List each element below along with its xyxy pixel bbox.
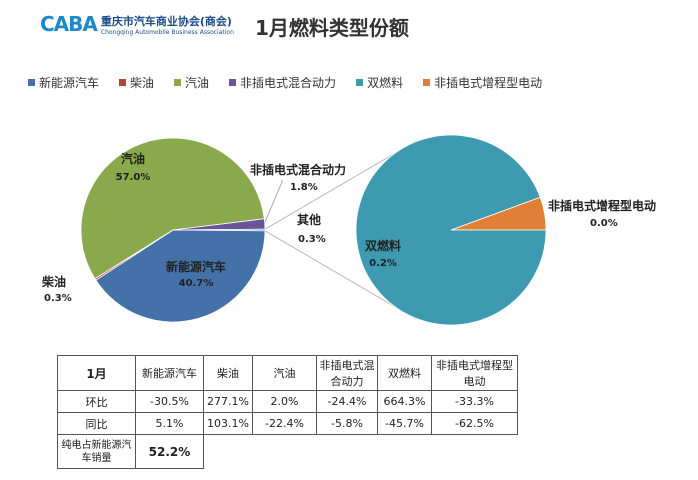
legend-item-gasoline: 汽油: [174, 74, 209, 91]
legend-item-dual: 双燃料: [356, 74, 403, 91]
label-other-name: 其他: [297, 212, 321, 227]
header: CABA 重庆市汽车商业协会(商会) Chongqing Automobile …: [0, 0, 698, 45]
label-nev-name: 新能源汽车: [166, 259, 226, 274]
slice-gasoline: [80, 137, 265, 280]
label-diesel-name: 柴油: [41, 274, 66, 289]
table-footer-value: 52.2%: [135, 434, 204, 469]
legend-item-nev: 新能源汽车: [28, 74, 99, 91]
table-cell: 664.3%: [377, 390, 432, 413]
label-erev-value: 0.0%: [590, 218, 618, 229]
table-header-cell: 非插电式混合动力: [316, 355, 378, 391]
table-cell: -30.5%: [135, 390, 204, 413]
legend-swatch: [119, 79, 127, 86]
connector-line-top: [264, 140, 417, 230]
table-cell: 103.1%: [203, 412, 253, 435]
table-header-cell: 汽油: [252, 355, 317, 391]
logo-mark: CABA: [40, 12, 98, 36]
logo-name-cn: 重庆市汽车商业协会(商会): [100, 14, 232, 28]
legend-label: 非插电式增程型电动: [434, 76, 543, 90]
table-empty-cell: [204, 435, 518, 469]
label-dual-name: 双燃料: [365, 238, 401, 253]
table-cell: 5.1%: [135, 412, 204, 435]
table-cell: -62.5%: [431, 412, 518, 435]
table-cell: -24.4%: [316, 390, 378, 413]
table-header-cell: 柴油: [203, 355, 253, 391]
slice-diesel: [94, 229, 174, 281]
label-diesel-value: 0.3%: [44, 293, 72, 304]
legend-swatch: [174, 79, 182, 86]
table-header-cell: 非插电式增程型电动: [431, 355, 518, 391]
legend-swatch: [229, 79, 237, 86]
table-cell: -22.4%: [252, 412, 317, 435]
table-cell: -45.7%: [377, 412, 432, 435]
connector-lines: [264, 140, 417, 320]
connector-line-bottom: [264, 230, 417, 320]
table-header-cell: 新能源汽车: [135, 355, 204, 391]
table-footer-label: 纯电占新能源汽车销量: [57, 434, 136, 469]
table-row-label: 环比: [57, 390, 136, 413]
label-nev-value: 40.7%: [179, 278, 214, 289]
table-row-label: 同比: [57, 412, 136, 435]
legend-label: 柴油: [130, 76, 155, 90]
legend-label: 汽油: [185, 76, 210, 90]
legend-label: 双燃料: [367, 76, 404, 90]
table-header-cell: 双燃料: [377, 355, 432, 391]
legend-item-diesel: 柴油: [119, 74, 154, 91]
logo-name-en: Chongqing Automobile Business Associatio…: [100, 28, 234, 36]
table-row: 环比 -30.5% 277.1% 2.0% -24.4% 664.3% -33.…: [57, 390, 518, 413]
label-dual-value: 0.2%: [369, 258, 397, 269]
legend-swatch: [356, 79, 364, 86]
pie-of-pie-chart: 汽油 57.0% 非插电式混合动力 1.8% 其他 0.3% 新能源汽车 40.…: [41, 134, 656, 326]
legend-label: 非插电式混合动力: [240, 76, 337, 90]
label-phev-name: 非插电式混合动力: [250, 162, 346, 177]
label-erev-name: 非插电式增程型电动: [548, 198, 656, 213]
label-phev-value: 1.8%: [290, 182, 318, 193]
slice-dual: [355, 134, 547, 326]
table-header-row: 1月 新能源汽车 柴油 汽油 非插电式混合动力 双燃料 非插电式增程型电动: [57, 355, 518, 391]
legend: 新能源汽车 柴油 汽油 非插电式混合动力 双燃料 非插电式增程型电动: [28, 74, 562, 91]
stats-table: 1月 新能源汽车 柴油 汽油 非插电式混合动力 双燃料 非插电式增程型电动 环比…: [57, 355, 518, 469]
label-gasoline-value: 57.0%: [116, 172, 151, 183]
logo: CABA 重庆市汽车商业协会(商会) Chongqing Automobile …: [40, 12, 234, 36]
legend-swatch: [423, 79, 431, 86]
table-row: 同比 5.1% 103.1% -22.4% -5.8% -45.7% -62.5…: [57, 412, 518, 435]
table-cell: -5.8%: [316, 412, 378, 435]
legend-item-phev: 非插电式混合动力: [229, 74, 336, 91]
legend-item-erev: 非插电式增程型电动: [423, 74, 542, 91]
table-header-cell: 1月: [57, 355, 136, 391]
table-cell: 2.0%: [252, 390, 317, 413]
table-cell: 277.1%: [203, 390, 253, 413]
main-pie: [80, 137, 266, 323]
table-footer-row: 纯电占新能源汽车销量 52.2%: [57, 434, 518, 469]
logo-text: 重庆市汽车商业协会(商会) Chongqing Automobile Busin…: [101, 13, 234, 36]
chart-title: 1月燃料类型份额: [255, 16, 409, 40]
legend-swatch: [28, 79, 35, 86]
label-other-value: 0.3%: [298, 234, 326, 245]
leader-line-phev: [264, 180, 283, 223]
sub-pie: [355, 134, 547, 326]
table-cell: -33.3%: [431, 390, 518, 413]
label-gasoline-name: 汽油: [121, 151, 145, 166]
legend-label: 新能源汽车: [39, 76, 100, 90]
